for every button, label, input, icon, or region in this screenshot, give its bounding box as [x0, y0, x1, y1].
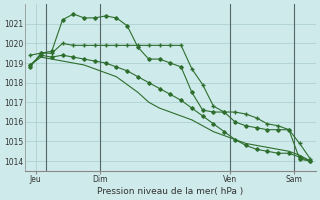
X-axis label: Pression niveau de la mer( hPa ): Pression niveau de la mer( hPa ) — [97, 187, 244, 196]
